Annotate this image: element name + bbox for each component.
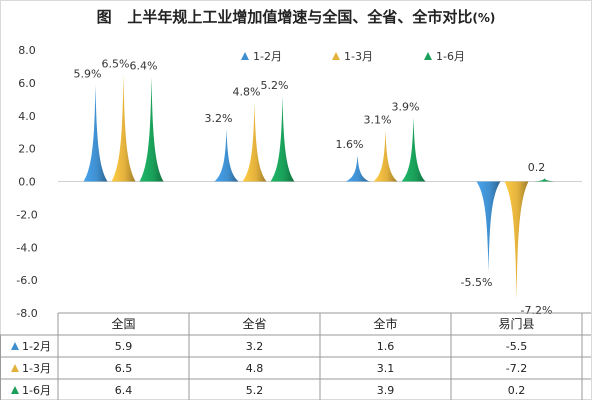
table-header-cell: 易门县 [498,316,534,331]
chart-title: 图 上半年规上工业增加值增速与全国、全省、全市对比 [96,8,473,26]
legend-marker [241,52,249,60]
bar-1-6月 [270,96,295,182]
table-cell: 3.9 [377,384,395,397]
legend-marker [332,52,340,60]
bar-1-6月 [139,76,164,182]
legend-label: 1-2月 [253,50,282,63]
bar-value-label: 5.9% [74,68,102,81]
table-cell: -7.2 [506,362,527,375]
bar-value-label: 1.6% [336,138,364,151]
bar-value-label: 3.2% [205,112,233,125]
table-row-label: 1-3月 [22,362,51,375]
table-cell: 4.8 [246,362,264,375]
table-cell: 5.2 [246,384,264,397]
y-tick-label: 2.0 [18,143,36,156]
table-row-marker [11,364,19,372]
table-row-marker [11,342,19,350]
bar-1-6月 [532,178,557,182]
bar-1-3月 [504,181,529,300]
y-tick-label: -8.0 [16,307,37,320]
bar-1-2月 [345,155,370,182]
table-cell: 3.2 [246,340,264,353]
legend-label: 1-6月 [436,50,465,63]
table-cell: 3.1 [377,362,395,375]
bar-1-2月 [214,128,239,182]
table-row-marker [11,386,19,394]
table-header-cell: 全省 [242,316,266,331]
bar-1-3月 [111,74,136,182]
bar-value-label: 5.2% [261,79,289,92]
bar-value-label: 0.2 [528,161,546,174]
table-cell: 5.9 [115,340,133,353]
table-cell: 0.2 [508,384,526,397]
y-tick-label: 0.0 [18,176,36,189]
legend-marker [424,52,432,60]
table-header-cell: 全市 [373,316,397,331]
table-cell: -5.5 [506,340,527,353]
table-row-label: 1-2月 [22,340,51,353]
y-tick-label: -6.0 [16,274,37,287]
bar-value-label: -5.5% [461,276,493,289]
table-cell: 6.4 [115,384,133,397]
bar-1-2月 [476,181,501,272]
y-tick-label: 6.0 [18,77,36,90]
bar-1-2月 [83,84,108,182]
y-tick-label: 8.0 [18,44,36,57]
bar-value-label: 4.8% [233,86,261,99]
y-tick-label: -4.0 [16,241,37,254]
table-header-cell: 全国 [111,316,135,331]
bar-value-label: -7.2% [521,304,553,317]
bar-1-3月 [242,102,267,182]
bar-value-label: 3.9% [392,100,420,113]
bar-value-label: 6.4% [130,59,158,72]
y-tick-label: 4.0 [18,110,36,123]
table-row-label: 1-6月 [22,384,51,397]
y-tick-label: -2.0 [16,208,37,221]
bar-value-label: 3.1% [364,114,392,127]
table-cell: 1.6 [377,340,395,353]
chart-unit: (%) [472,11,496,25]
bar-1-3月 [373,130,398,182]
chart-title-wrap: 图 上半年规上工业增加值增速与全国、全省、全市对比(%) [0,6,592,27]
bar-1-6月 [401,117,426,182]
bar-value-label: 6.5% [102,58,130,71]
table-cell: 6.5 [115,362,133,375]
legend-label: 1-3月 [344,50,373,63]
